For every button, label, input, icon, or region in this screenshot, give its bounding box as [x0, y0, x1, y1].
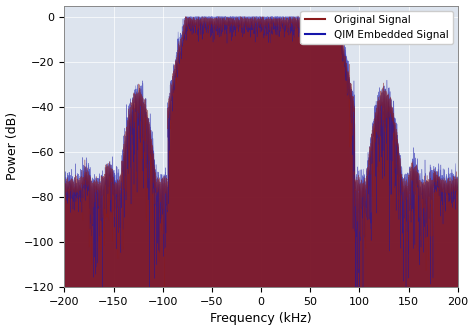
- Y-axis label: Power (dB): Power (dB): [6, 112, 18, 180]
- Legend: Original Signal, QIM Embedded Signal: Original Signal, QIM Embedded Signal: [301, 11, 453, 44]
- X-axis label: Frequency (kHz): Frequency (kHz): [210, 312, 312, 325]
